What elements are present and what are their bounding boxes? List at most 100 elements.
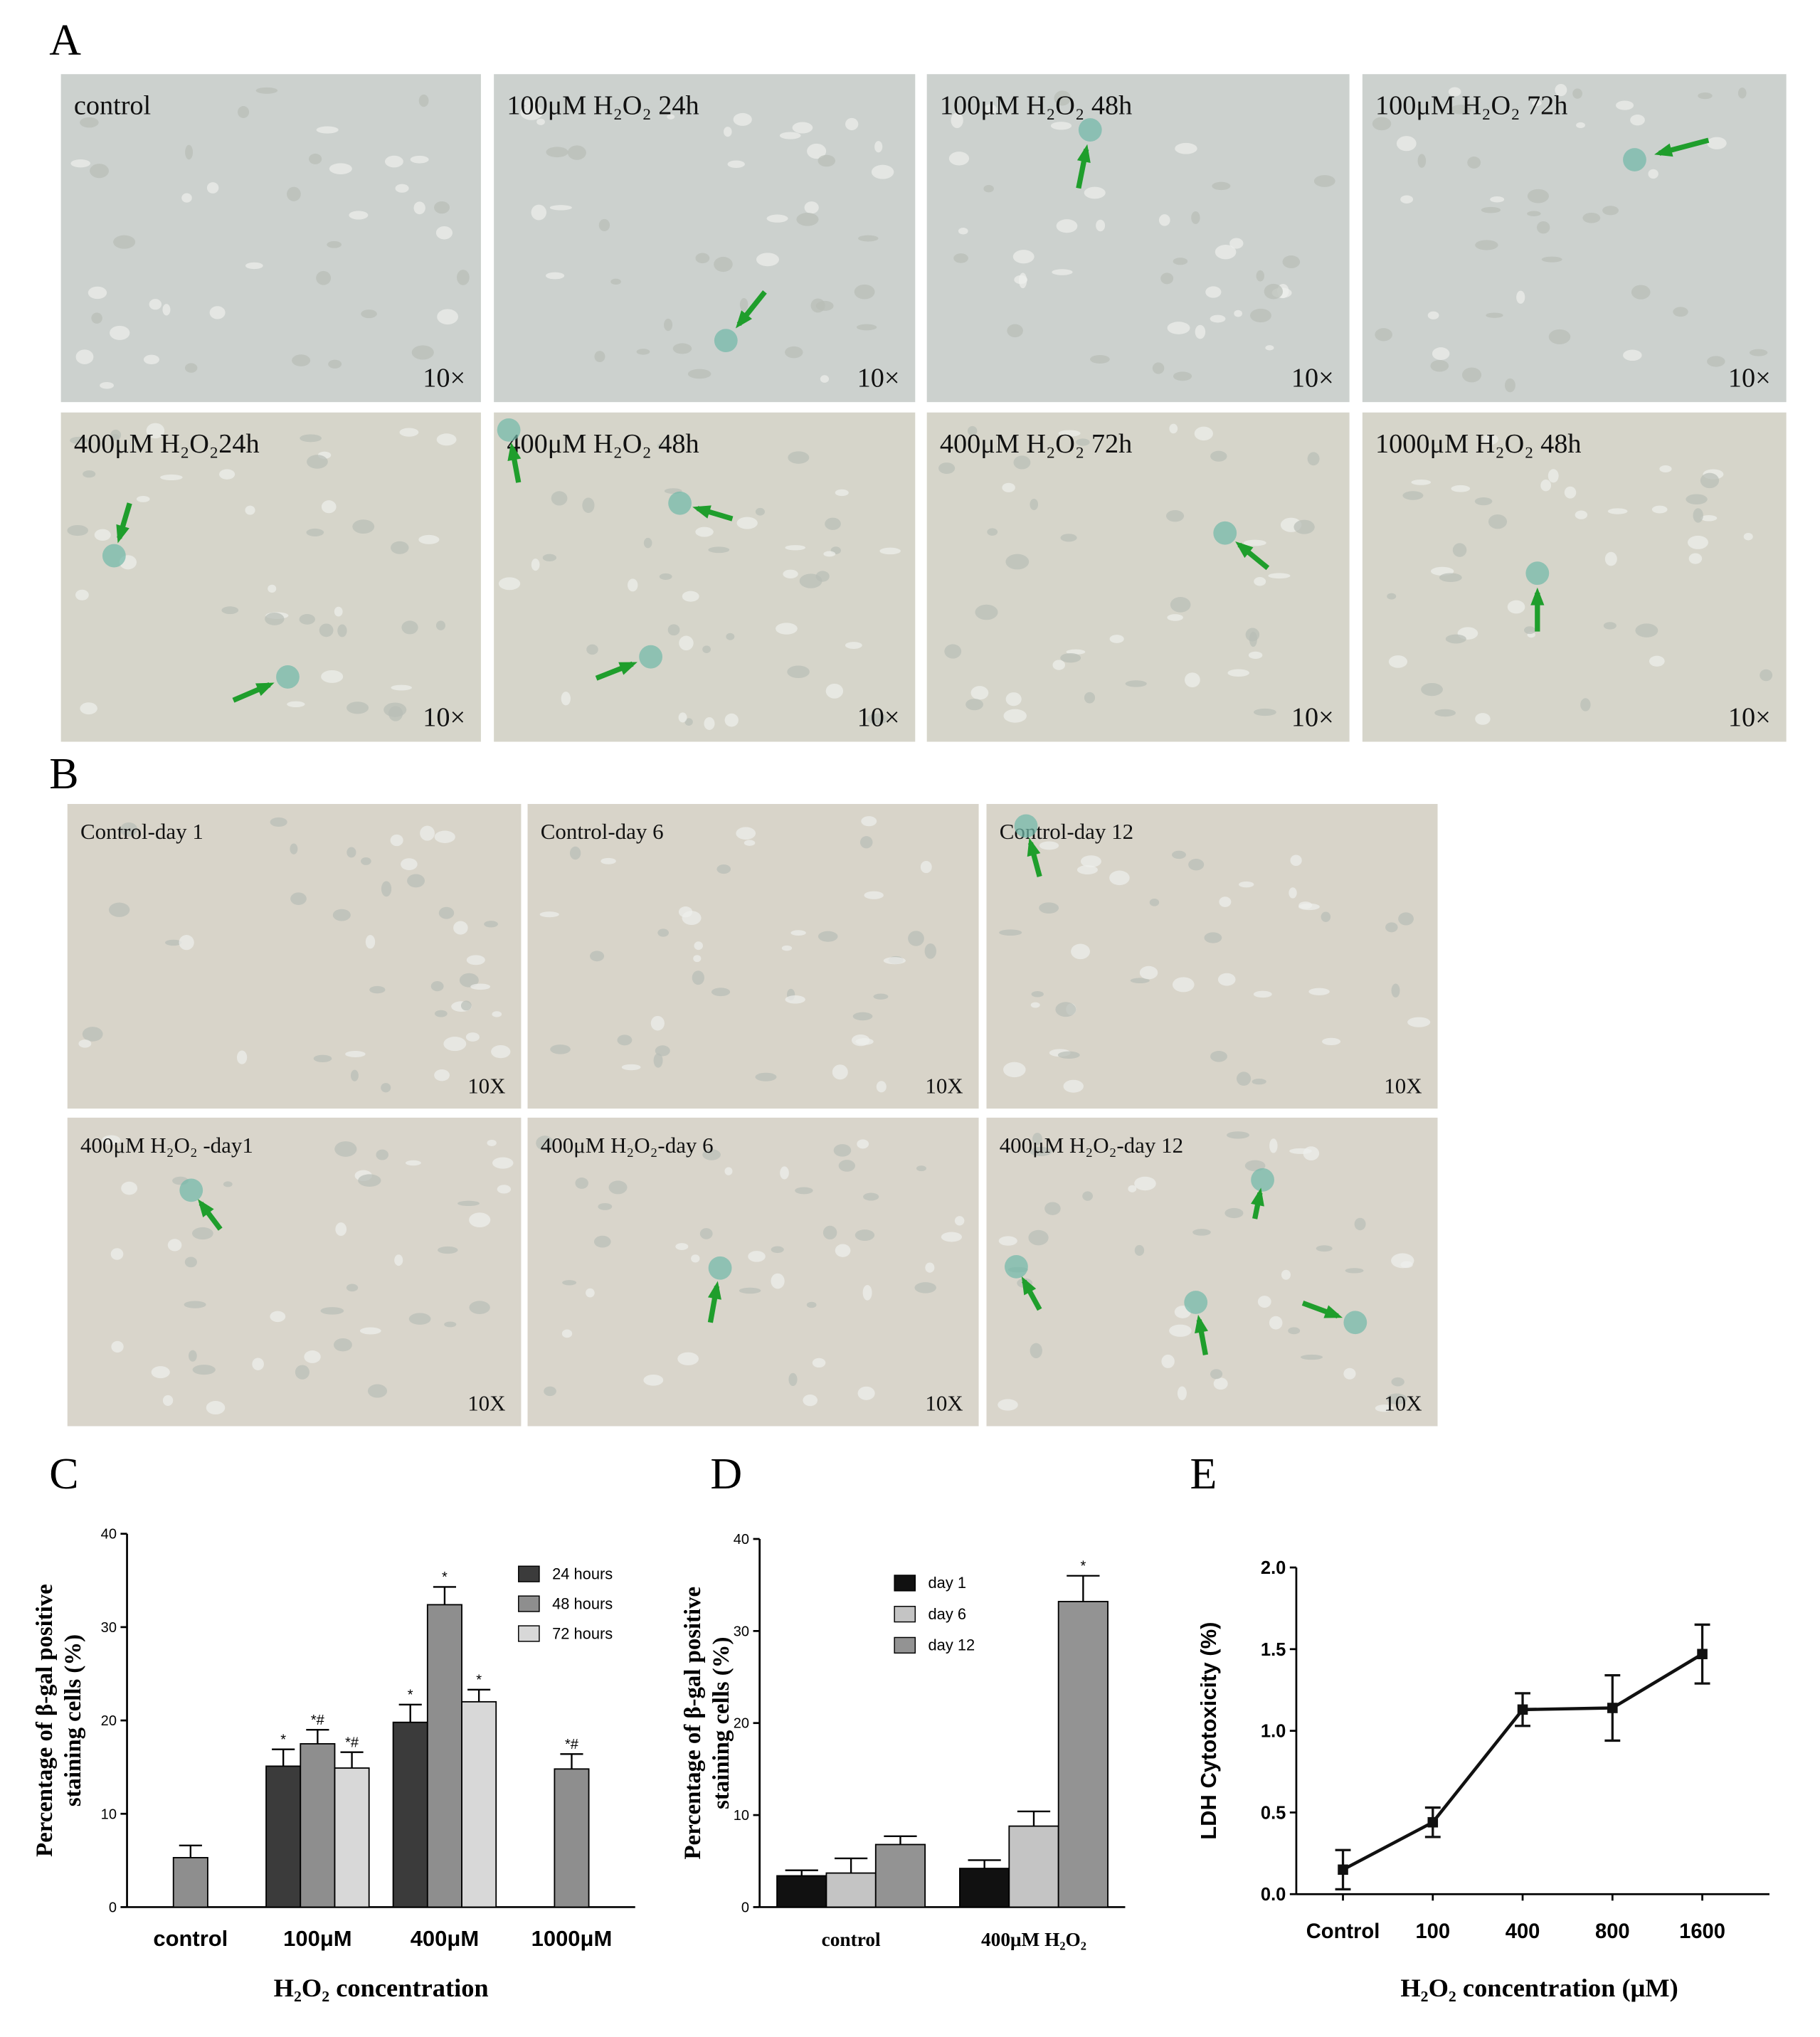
cell xyxy=(954,1216,965,1226)
cell xyxy=(405,1160,421,1166)
cell xyxy=(650,1015,665,1031)
cell xyxy=(551,491,568,506)
y-tick-label: 20 xyxy=(101,1713,117,1729)
cell xyxy=(803,1395,818,1407)
cell xyxy=(823,551,836,557)
stained-cell xyxy=(497,418,521,442)
cell xyxy=(1109,635,1124,643)
bar xyxy=(265,1765,302,1908)
cell xyxy=(82,1027,103,1042)
cell xyxy=(924,943,936,959)
cell xyxy=(832,1064,848,1080)
cell xyxy=(783,569,798,578)
cell xyxy=(744,840,756,846)
cell xyxy=(1523,626,1536,635)
y-axis-label: Percentage of β-gal positive xyxy=(32,1584,58,1857)
cell xyxy=(349,211,369,220)
cell xyxy=(1007,324,1023,338)
cell xyxy=(1576,122,1585,129)
cell xyxy=(1269,1138,1278,1153)
cell xyxy=(785,346,803,359)
cell xyxy=(536,1136,554,1151)
cell xyxy=(1548,329,1571,344)
cell xyxy=(1054,90,1072,106)
image-label: 400μM H₂O₂24h xyxy=(74,429,260,459)
image-label: control xyxy=(74,91,151,121)
cell xyxy=(1184,672,1200,687)
cell xyxy=(430,981,444,992)
x-tick-label: control xyxy=(153,1926,228,1951)
cell xyxy=(1169,1324,1192,1337)
cell xyxy=(708,546,730,554)
stained-cell xyxy=(708,1256,732,1280)
cell xyxy=(636,349,650,355)
point xyxy=(1338,1864,1348,1875)
cell xyxy=(1536,221,1550,234)
cell xyxy=(851,1035,870,1047)
cell xyxy=(711,988,731,997)
cell xyxy=(1128,1185,1137,1192)
y-tick-label: 0 xyxy=(109,1900,117,1915)
cell xyxy=(1635,623,1658,637)
cell xyxy=(948,152,970,166)
cell xyxy=(1582,212,1601,223)
cell xyxy=(369,985,386,994)
cell xyxy=(470,983,491,990)
arrow-head xyxy=(1235,541,1254,559)
x-tick-label: 400μM xyxy=(411,1926,479,1951)
cell xyxy=(693,955,702,963)
bar xyxy=(1057,1601,1109,1908)
cell xyxy=(410,155,429,164)
cell xyxy=(1686,494,1708,505)
cell xyxy=(854,284,875,300)
cell xyxy=(346,702,369,714)
significance: * xyxy=(476,1673,482,1688)
cell xyxy=(861,816,877,827)
cell xyxy=(1134,1244,1145,1256)
cell xyxy=(873,993,889,1000)
image-label: 400μM H₂O₂-day 12 xyxy=(1000,1133,1183,1158)
cell xyxy=(206,1401,226,1415)
cell xyxy=(1486,312,1503,318)
cell xyxy=(1149,898,1160,906)
cell xyxy=(1210,1369,1223,1380)
x-axis-label: H₂O₂ concentration (μM) xyxy=(1400,1974,1678,2002)
cell xyxy=(358,1174,381,1187)
cell xyxy=(497,1185,512,1194)
panel-letter: C xyxy=(49,1450,78,1498)
cell xyxy=(1029,1146,1052,1156)
x-tick-label: control xyxy=(822,1929,881,1950)
cell xyxy=(807,143,827,159)
cell xyxy=(598,1202,613,1210)
cell xyxy=(295,1365,309,1380)
micrograph xyxy=(986,803,1438,1109)
cell xyxy=(818,931,838,942)
cell xyxy=(346,847,356,858)
cell xyxy=(835,489,849,497)
cell xyxy=(1743,532,1753,541)
cell xyxy=(1229,238,1244,249)
cell xyxy=(1540,480,1552,492)
cell xyxy=(335,1222,347,1237)
y-axis-label: staining cells (%) xyxy=(60,1634,86,1806)
bar xyxy=(172,1857,208,1908)
cell xyxy=(491,1044,511,1059)
cell xyxy=(714,256,733,273)
stained-cell xyxy=(276,665,300,689)
cell xyxy=(327,240,342,248)
cell xyxy=(1290,855,1302,867)
cell xyxy=(1076,865,1098,875)
cell xyxy=(1192,1229,1211,1236)
cell xyxy=(679,635,694,651)
cell xyxy=(771,1246,784,1254)
cell xyxy=(586,1288,595,1298)
cell xyxy=(184,1256,197,1268)
cell xyxy=(1698,92,1713,100)
arrow-head xyxy=(116,524,129,544)
stained-cell xyxy=(179,1178,203,1202)
point xyxy=(1427,1816,1439,1828)
cell xyxy=(221,606,239,615)
cell xyxy=(1204,932,1222,943)
cell xyxy=(1084,692,1096,704)
